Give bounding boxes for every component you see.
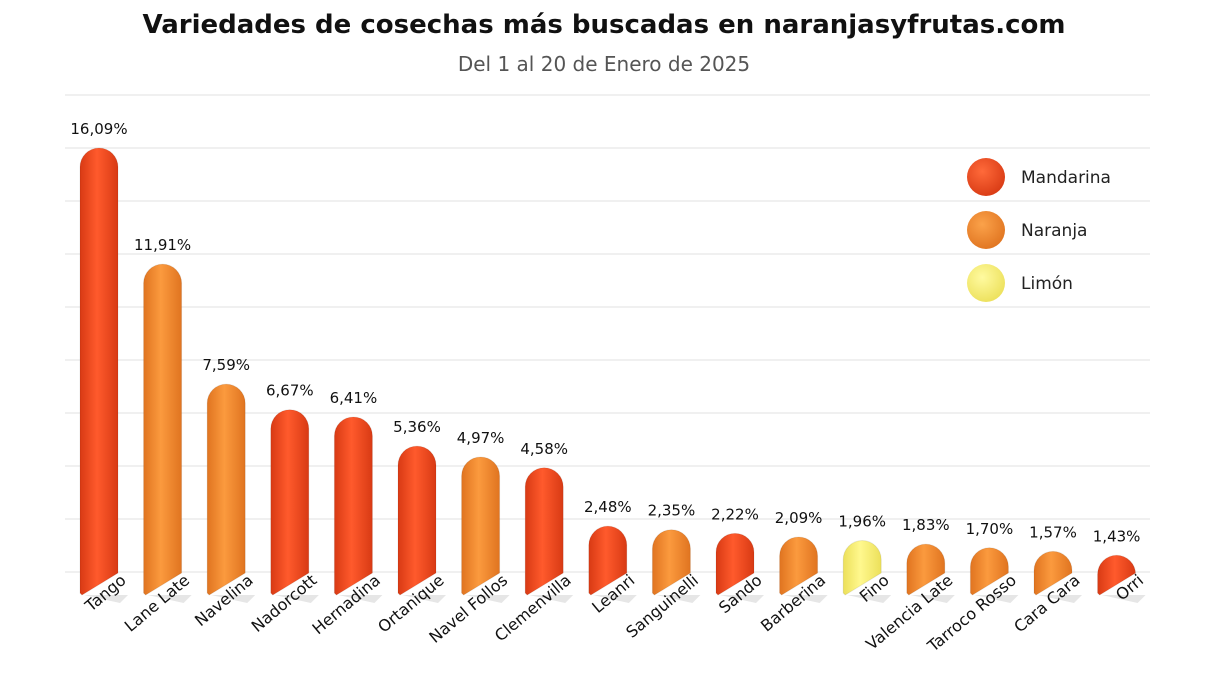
bar-shadow <box>338 595 383 603</box>
bar-tango <box>79 147 119 596</box>
bar-shadow <box>974 595 1019 603</box>
value-label: 1,57% <box>1029 523 1077 541</box>
legend-label: Naranja <box>1021 221 1087 241</box>
bar-shadow <box>910 595 955 603</box>
bar-hernadina <box>333 416 373 596</box>
bar-sando <box>715 532 755 596</box>
value-label: 11,91% <box>134 236 191 254</box>
bar-leanri <box>588 525 628 596</box>
bar-tarroco-rosso <box>969 547 1009 596</box>
value-label: 5,36% <box>393 418 441 436</box>
legend: Mandarina Naranja Limón <box>967 158 1111 302</box>
chart-subtitle: Del 1 al 20 de Enero de 2025 <box>457 52 751 76</box>
bar-lane-late <box>143 263 183 596</box>
value-label: 1,96% <box>838 513 886 531</box>
bar-orri <box>1097 554 1137 596</box>
legend-swatch <box>967 264 1005 302</box>
bar-navelina <box>206 383 246 596</box>
bar-shadow <box>656 595 701 603</box>
bar-navel-follos <box>461 456 501 596</box>
value-label: 4,58% <box>520 440 568 458</box>
value-label: 2,35% <box>648 502 696 520</box>
bar-cara-cara <box>1033 550 1073 596</box>
bar-shadow <box>783 595 828 603</box>
bar-shadow <box>211 595 256 603</box>
legend-label: Mandarina <box>1021 168 1111 188</box>
value-label: 1,83% <box>902 516 950 534</box>
bar-barberina <box>779 536 819 596</box>
value-label: 7,59% <box>202 356 250 374</box>
legend-swatch <box>967 158 1005 196</box>
chart-title: Variedades de cosechas más buscadas en n… <box>142 10 1066 40</box>
value-label: 6,67% <box>266 382 314 400</box>
bar-shadow <box>1101 595 1146 603</box>
bar-shadow <box>147 595 192 603</box>
bar-shadow <box>1038 595 1082 603</box>
bar-shadow <box>465 595 510 603</box>
bar-sanguinelli <box>651 529 691 596</box>
bar-valencia-late <box>906 543 946 596</box>
bar-shadow <box>847 595 892 603</box>
bar-ortanique <box>397 445 437 596</box>
legend-swatch <box>967 211 1005 249</box>
bars <box>79 147 1146 603</box>
value-label: 1,43% <box>1093 527 1141 545</box>
value-label: 2,09% <box>775 509 823 527</box>
value-label: 2,22% <box>711 505 759 523</box>
bar-nadorcott <box>270 409 310 596</box>
legend-label: Limón <box>1021 274 1073 294</box>
bar-shadow <box>84 595 128 603</box>
bar-shadow <box>720 595 764 603</box>
value-label: 2,48% <box>584 498 632 516</box>
value-label: 16,09% <box>70 120 127 138</box>
bar-clemenvilla <box>524 467 564 596</box>
value-label: 1,70% <box>966 520 1014 538</box>
bar-shadow <box>274 595 319 603</box>
bar-shadow <box>529 595 574 603</box>
bar-shadow <box>592 595 637 603</box>
value-labels: 16,09% 11,91% 7,59% 6,67% 6,41% 5,36% 4,97% 4,5… <box>70 120 1140 545</box>
bar-shadow <box>402 595 446 603</box>
bar-fino <box>842 540 882 596</box>
value-label: 6,41% <box>330 389 378 407</box>
gridlines <box>65 94 1150 573</box>
value-label: 4,97% <box>457 429 505 447</box>
